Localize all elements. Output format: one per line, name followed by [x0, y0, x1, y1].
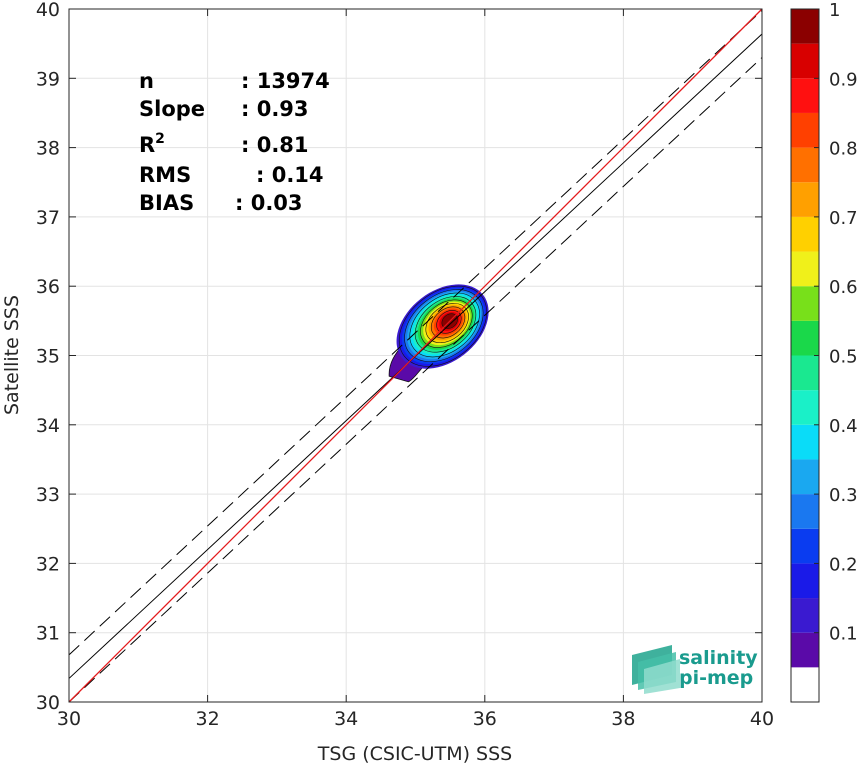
colorbar-swatch	[791, 9, 819, 44]
colorbar-tick-label: 0.7	[829, 208, 858, 229]
colorbar-tick-label: 0.8	[829, 139, 858, 160]
colorbar-swatch	[791, 43, 819, 79]
y-tick-label: 37	[36, 207, 60, 229]
colorbar-swatch	[791, 251, 819, 287]
identity-line	[68, 8, 763, 703]
y-tick-label: 31	[36, 623, 60, 645]
colorbar-swatch	[791, 286, 819, 321]
colorbar-tick-label: 0.4	[829, 416, 858, 437]
colorbar-tick-label: 0.1	[829, 624, 858, 645]
stat-value: : 13974	[241, 69, 330, 93]
reference-lines	[68, 8, 763, 703]
stat-value: : 0.14	[256, 163, 324, 187]
colorbar-tick-label: 0.6	[829, 277, 858, 298]
stat-label: RMS	[139, 163, 191, 187]
colorbar-swatch	[791, 355, 819, 391]
wave-stack-icon	[632, 645, 680, 694]
colorbar-swatch	[791, 147, 819, 183]
x-axis-label: TSG (CSIC-UTM) SSS	[317, 743, 512, 765]
stat-label: BIAS	[139, 191, 194, 215]
salinity-pimep-logo: salinity pi-mep	[632, 645, 758, 694]
y-tick-label: 35	[36, 346, 60, 368]
colorbar-swatch	[791, 598, 819, 633]
colorbar-swatch	[791, 320, 819, 356]
colorbar-swatch	[791, 78, 819, 113]
colorbar-swatch	[791, 667, 819, 702]
y-tick-label: 30	[36, 692, 60, 714]
y-tick-label: 32	[36, 553, 60, 575]
stat-value: : 0.93	[241, 97, 309, 121]
colorbar-swatch	[791, 112, 819, 148]
x-tick-label: 30	[57, 708, 81, 730]
colorbar-swatch	[791, 459, 819, 495]
logo-text-salinity: salinity	[679, 647, 758, 669]
colorbar: 0.1 0.2 0.3 0.4 0.5 0.6 0.7 0.8 0.9 1	[790, 0, 858, 703]
x-tick-label: 38	[611, 708, 635, 730]
colorbar-swatch	[791, 424, 819, 460]
y-tick-label: 39	[36, 68, 60, 90]
colorbar-swatch	[791, 528, 819, 564]
stats-box: n : 13974 Slope : 0.93 R2 : 0.81 RMS : 0.14 BIAS…	[139, 69, 330, 215]
colorbar-swatch	[791, 216, 819, 252]
lower-envelope-line	[68, 57, 763, 703]
colorbar-swatch	[791, 563, 819, 599]
colorbar-swatch	[791, 390, 819, 425]
x-axis: 30 32 34 36 38 40	[57, 9, 774, 730]
stat-value: : 0.03	[235, 191, 303, 215]
colorbar-tick-label: 1	[829, 0, 840, 21]
colorbar-swatch	[791, 632, 819, 668]
stat-label: R2	[139, 131, 165, 157]
y-tick-label: 38	[36, 138, 60, 160]
colorbar-tick-label: 0.2	[829, 554, 858, 575]
stat-value: : 0.81	[241, 133, 309, 157]
x-tick-label: 32	[196, 708, 220, 730]
logo-text-pimep: pi-mep	[679, 667, 753, 689]
y-tick-label: 40	[36, 0, 60, 21]
x-tick-label: 34	[334, 708, 358, 730]
colorbar-swatch	[791, 182, 819, 217]
y-axis-label: Satellite SSS	[1, 295, 23, 415]
colorbar-tick-label: 0.3	[829, 485, 858, 506]
y-tick-label: 34	[36, 415, 60, 437]
upper-envelope-line	[68, 10, 763, 656]
y-tick-label: 33	[36, 484, 60, 506]
colorbar-tick-label: 0.9	[829, 69, 858, 90]
y-tick-label: 36	[36, 276, 60, 298]
colorbar-tick-label: 0.5	[829, 347, 858, 368]
x-tick-label: 40	[750, 708, 774, 730]
x-tick-label: 36	[473, 708, 497, 730]
stat-label: Slope	[139, 97, 205, 121]
y-axis: 30 31 32 33 34 35 36 37 38 39 40	[36, 0, 762, 714]
stat-label: n	[139, 69, 154, 93]
colorbar-swatch	[791, 494, 819, 529]
